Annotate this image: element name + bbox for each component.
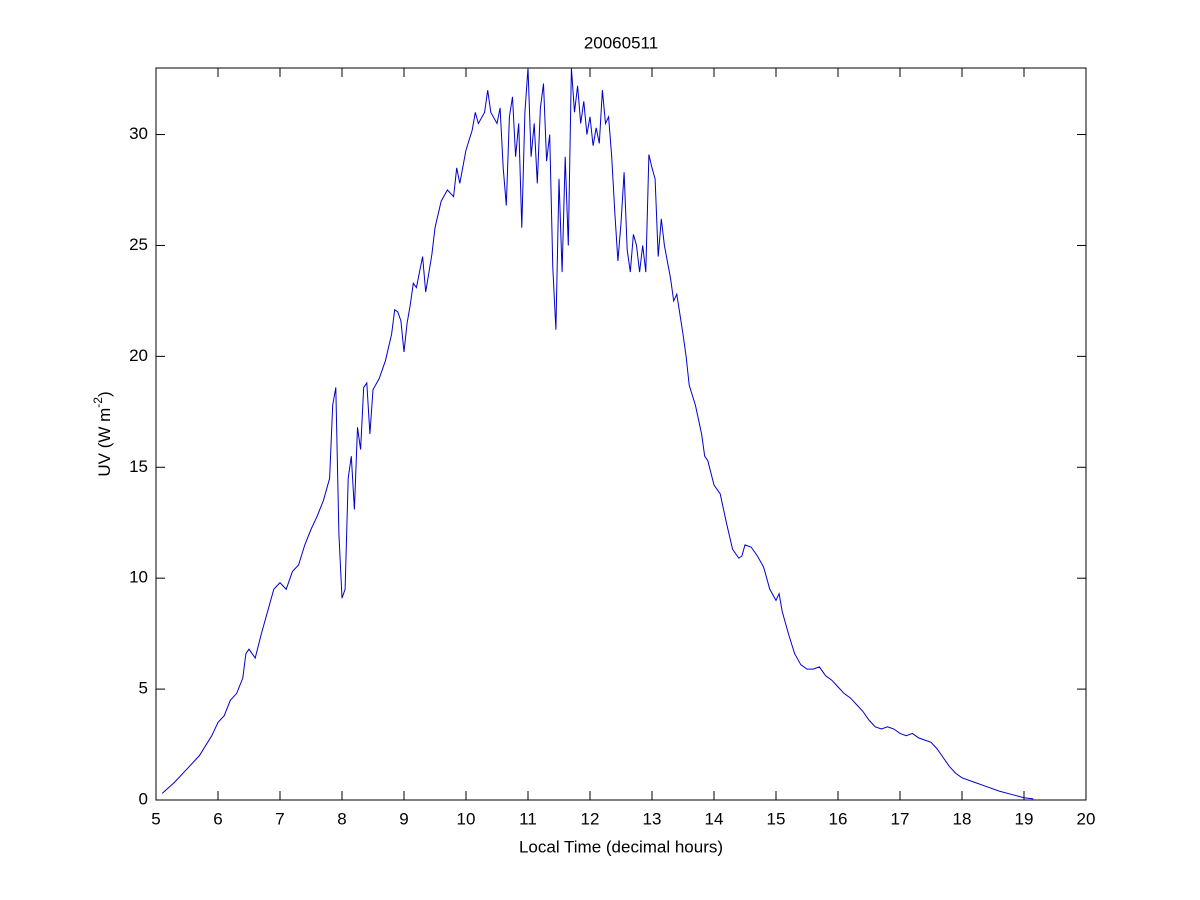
x-tick-label: 9: [399, 809, 408, 828]
x-tick-label: 12: [581, 809, 600, 828]
x-tick-label: 19: [1015, 809, 1034, 828]
x-tick-label: 16: [829, 809, 848, 828]
chart-title: 20060511: [584, 33, 658, 52]
x-tick-label: 17: [891, 809, 910, 828]
x-tick-label: 13: [643, 809, 662, 828]
data-line: [161, 67, 1034, 800]
y-tick-label: 0: [139, 789, 148, 808]
x-tick-label: 18: [953, 809, 972, 828]
plot-area: [155, 67, 1087, 801]
y-label-exponent: -2: [91, 397, 105, 408]
x-tick-label: 10: [457, 809, 476, 828]
x-tick-label: 14: [705, 809, 724, 828]
x-tick-label: 20: [1077, 809, 1096, 828]
x-tick-label: 5: [151, 809, 160, 828]
y-tick-label: 10: [129, 568, 148, 587]
y-tick-label: 30: [129, 124, 148, 143]
x-tick-label: 7: [275, 809, 284, 828]
y-tick-label: 25: [129, 235, 148, 254]
x-tick-label: 11: [519, 809, 537, 828]
y-tick-label: 5: [139, 679, 148, 698]
x-tick-label: 6: [213, 809, 222, 828]
y-label-main: UV (W m: [95, 408, 114, 477]
x-tick-label: 15: [767, 809, 786, 828]
y-label-end: ): [95, 391, 114, 397]
y-tick-label: 15: [129, 457, 148, 476]
y-tick-label: 20: [129, 346, 148, 365]
x-axis-label: Local Time (decimal hours): [519, 837, 723, 856]
y-axis-label: UV (W m-2): [91, 391, 114, 476]
x-tick-label: 8: [337, 809, 346, 828]
